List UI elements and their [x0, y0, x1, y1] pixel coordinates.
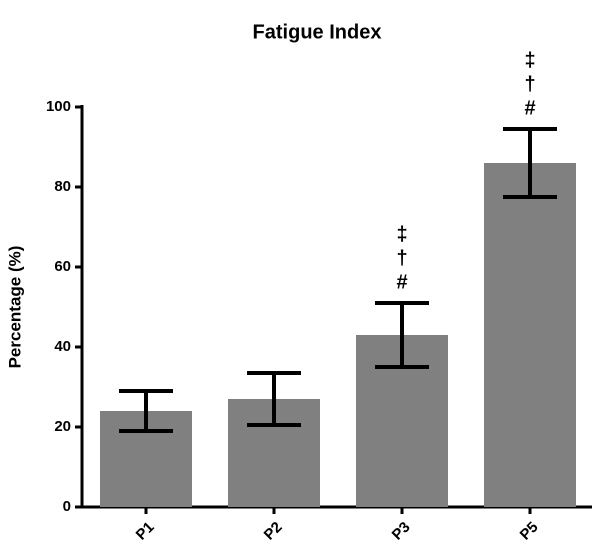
- significance-marker: #: [396, 271, 407, 293]
- chart-title: Fatigue Index: [253, 21, 382, 43]
- y-tick-label: 100: [46, 98, 71, 115]
- error-bar: [119, 389, 173, 433]
- x-tick-label: P1: [133, 519, 158, 544]
- y-tick-label: 40: [54, 338, 71, 355]
- x-tick-label: P2: [261, 519, 286, 544]
- significance-marker: ‡: [396, 223, 407, 245]
- error-bar: [503, 127, 557, 199]
- y-tick-label: 80: [54, 178, 71, 195]
- y-tick-label: 60: [54, 258, 71, 275]
- significance-marker: †: [524, 73, 535, 95]
- y-tick-label: 0: [63, 498, 71, 515]
- y-axis-label: Percentage (%): [5, 246, 24, 369]
- x-tick-label: P5: [517, 519, 542, 544]
- bar: [484, 163, 576, 507]
- significance-marker: ‡: [524, 49, 535, 71]
- significance-marker: #: [524, 97, 535, 119]
- error-bar: [375, 301, 429, 369]
- y-tick-label: 20: [54, 418, 71, 435]
- significance-marker: †: [396, 247, 407, 269]
- x-tick-label: P3: [389, 519, 414, 544]
- error-bar: [247, 371, 301, 427]
